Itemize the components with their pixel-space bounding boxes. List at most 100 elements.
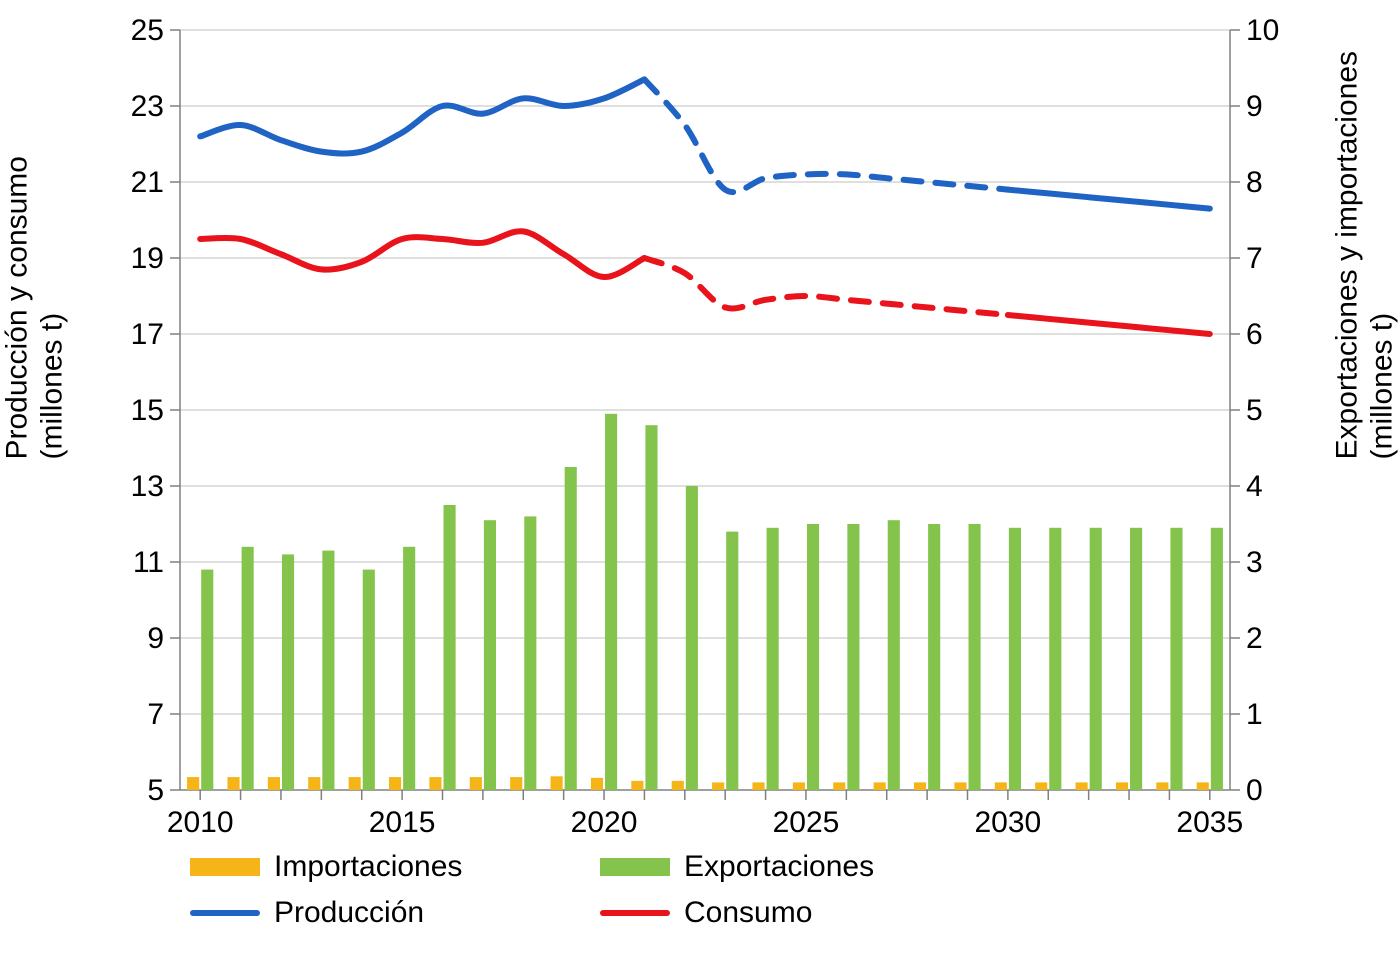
bar-importaciones xyxy=(833,782,845,790)
bar-importaciones xyxy=(470,777,482,790)
y-left-tick-label: 9 xyxy=(147,622,164,655)
bar-importaciones xyxy=(187,777,199,790)
y-left-tick-label: 15 xyxy=(131,394,164,427)
y-axis-left-label: Producción y consumo (millones t) xyxy=(1,390,70,460)
bar-importaciones xyxy=(510,777,522,790)
bar-exportaciones xyxy=(484,520,496,790)
legend-item: Consumo xyxy=(600,896,812,930)
legend-item: Producción xyxy=(190,896,424,930)
bar-exportaciones xyxy=(1090,528,1102,790)
legend-label: Exportaciones xyxy=(684,850,874,884)
legend-swatch xyxy=(190,858,260,876)
legend-label: Importaciones xyxy=(274,850,462,884)
bar-importaciones xyxy=(954,782,966,790)
line-consumo xyxy=(644,258,1007,315)
y-right-tick-label: 1 xyxy=(1246,698,1263,731)
bar-exportaciones xyxy=(1130,528,1142,790)
bar-exportaciones xyxy=(1049,528,1061,790)
chart-svg: 5791113151719212325012345678910201020152… xyxy=(0,0,1400,979)
line-consumo xyxy=(200,231,644,277)
bar-exportaciones xyxy=(928,524,940,790)
legend-label: Producción xyxy=(274,896,424,930)
bar-exportaciones xyxy=(524,516,536,790)
y-left-tick-label: 5 xyxy=(147,774,164,807)
y-right-tick-label: 6 xyxy=(1246,318,1263,351)
bar-exportaciones xyxy=(322,551,334,790)
bar-importaciones xyxy=(349,777,361,790)
bar-importaciones xyxy=(551,776,563,790)
bar-importaciones xyxy=(389,777,401,790)
bar-importaciones xyxy=(268,777,280,790)
y-left-tick-label: 25 xyxy=(131,14,164,47)
line-producción xyxy=(200,79,644,153)
bar-exportaciones xyxy=(242,547,254,790)
bar-importaciones xyxy=(591,778,603,790)
y-right-tick-label: 0 xyxy=(1246,774,1263,807)
bar-importaciones xyxy=(429,777,441,790)
bar-exportaciones xyxy=(282,554,294,790)
bar-exportaciones xyxy=(1170,528,1182,790)
bar-exportaciones xyxy=(1009,528,1021,790)
y-left-tick-label: 7 xyxy=(147,698,164,731)
y-left-tick-label: 19 xyxy=(131,242,164,275)
bar-importaciones xyxy=(1197,782,1209,790)
bar-importaciones xyxy=(672,781,684,790)
bar-importaciones xyxy=(914,782,926,790)
bar-importaciones xyxy=(1116,782,1128,790)
legend-swatch xyxy=(190,910,260,916)
legend-item: Exportaciones xyxy=(600,850,874,884)
x-tick-label: 2015 xyxy=(369,806,436,839)
bar-importaciones xyxy=(752,782,764,790)
bar-exportaciones xyxy=(363,570,375,790)
bar-exportaciones xyxy=(605,414,617,790)
bar-exportaciones xyxy=(807,524,819,790)
x-tick-label: 2010 xyxy=(167,806,234,839)
line-producción xyxy=(1008,190,1210,209)
y-left-tick-label: 23 xyxy=(131,90,164,123)
y-left-tick-label: 11 xyxy=(133,546,164,579)
bar-importaciones xyxy=(995,782,1007,790)
bar-exportaciones xyxy=(565,467,577,790)
bar-importaciones xyxy=(308,777,320,790)
bar-exportaciones xyxy=(1211,528,1223,790)
bar-importaciones xyxy=(1076,782,1088,790)
bar-importaciones xyxy=(1035,782,1047,790)
bar-exportaciones xyxy=(645,425,657,790)
y-axis-right-label: Exportaciones y importaciones (millones … xyxy=(1331,390,1400,460)
bar-exportaciones xyxy=(726,532,738,790)
y-left-tick-label: 21 xyxy=(131,166,164,199)
bar-exportaciones xyxy=(969,524,981,790)
bar-importaciones xyxy=(793,782,805,790)
y-right-tick-label: 3 xyxy=(1246,546,1263,579)
y-left-tick-label: 13 xyxy=(131,470,164,503)
y-right-tick-label: 2 xyxy=(1246,622,1263,655)
bar-importaciones xyxy=(874,782,886,790)
bar-exportaciones xyxy=(444,505,456,790)
bar-exportaciones xyxy=(767,528,779,790)
x-tick-label: 2025 xyxy=(773,806,840,839)
bar-importaciones xyxy=(227,777,239,790)
y-right-tick-label: 7 xyxy=(1246,242,1263,275)
y-left-tick-label: 17 xyxy=(131,318,164,351)
bar-importaciones xyxy=(1156,782,1168,790)
bar-importaciones xyxy=(631,781,643,790)
bar-exportaciones xyxy=(847,524,859,790)
y-right-tick-label: 4 xyxy=(1246,470,1263,503)
bar-exportaciones xyxy=(686,486,698,790)
y-right-tick-label: 9 xyxy=(1246,90,1263,123)
line-consumo xyxy=(1008,315,1210,334)
y-right-tick-label: 5 xyxy=(1246,394,1263,427)
legend-swatch xyxy=(600,910,670,916)
line-producción xyxy=(644,79,1007,192)
bar-importaciones xyxy=(712,782,724,790)
legend-swatch xyxy=(600,858,670,876)
x-tick-label: 2030 xyxy=(975,806,1042,839)
chart-container: 5791113151719212325012345678910201020152… xyxy=(0,0,1400,979)
x-tick-label: 2035 xyxy=(1176,806,1243,839)
bar-exportaciones xyxy=(201,570,213,790)
y-right-tick-label: 8 xyxy=(1246,166,1263,199)
bar-exportaciones xyxy=(403,547,415,790)
legend-item: Importaciones xyxy=(190,850,462,884)
bar-exportaciones xyxy=(888,520,900,790)
y-right-tick-label: 10 xyxy=(1246,14,1279,47)
